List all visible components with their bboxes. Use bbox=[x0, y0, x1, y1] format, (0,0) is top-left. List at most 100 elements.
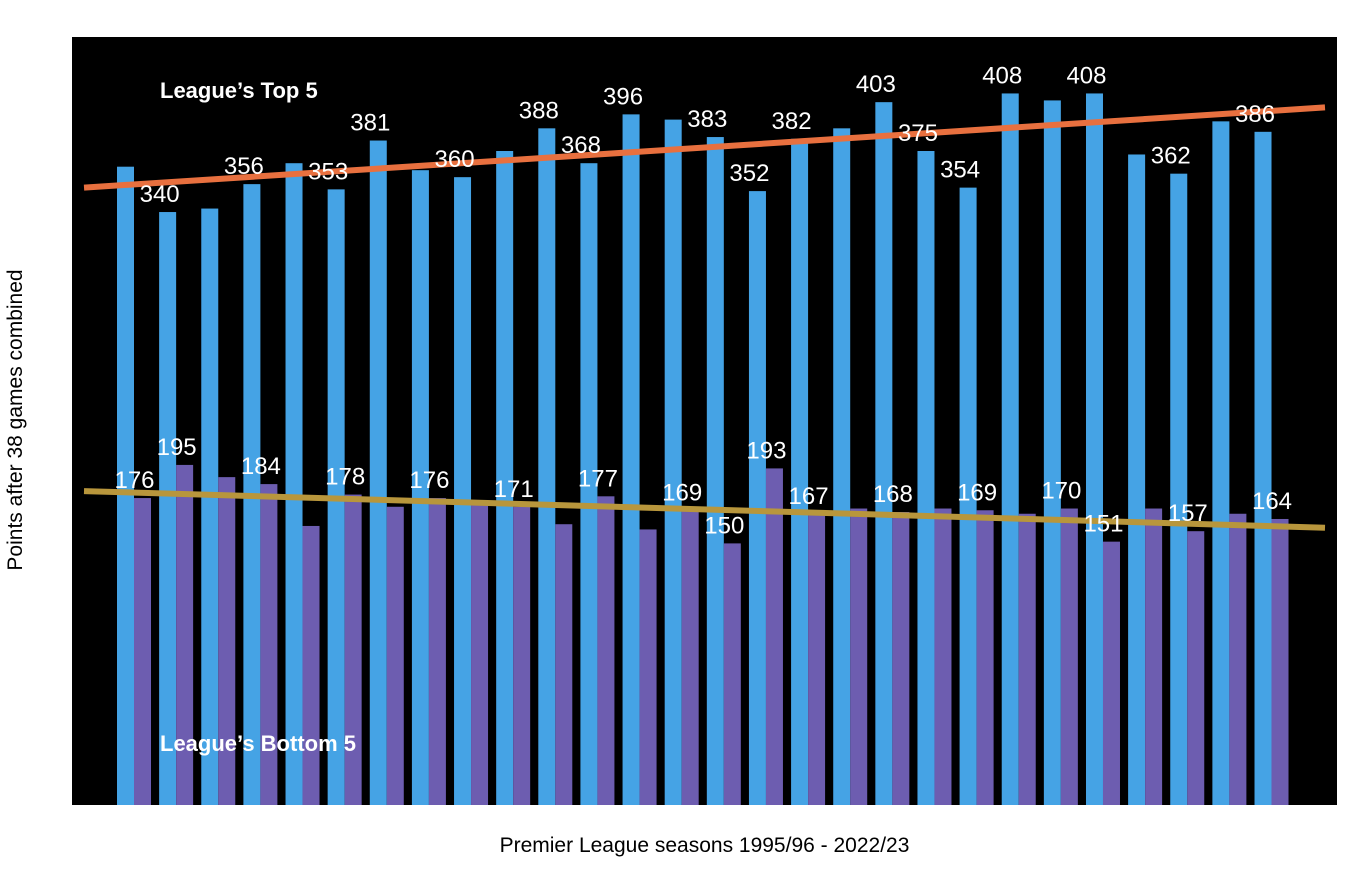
y-axis-label-wrap: Points after 38 games combined bbox=[4, 0, 28, 874]
x-axis-label: Premier League seasons 1995/96 - 2022/23 bbox=[499, 834, 910, 857]
bottom5-bar-8 bbox=[428, 498, 446, 805]
bottom5-bar-26 bbox=[1187, 531, 1205, 805]
top5-bar-10 bbox=[496, 151, 514, 805]
top5-bar-18 bbox=[833, 128, 851, 805]
top5-bar-22 bbox=[1001, 93, 1019, 805]
bottom5-bar-20 bbox=[934, 508, 952, 805]
bottom5-bar-7 bbox=[386, 506, 404, 805]
bottom5-value-label-1: 176 bbox=[114, 467, 154, 494]
top5-bar-5 bbox=[285, 163, 303, 805]
top5-bar-11 bbox=[538, 128, 556, 805]
bottom5-bar-4 bbox=[260, 484, 278, 805]
bottom5-value-label-6: 178 bbox=[325, 464, 365, 491]
top5-value-label-11: 388 bbox=[519, 97, 559, 124]
bottom5-bar-22 bbox=[1018, 513, 1036, 805]
top5-bar-26 bbox=[1170, 173, 1188, 805]
top5-bar-15 bbox=[706, 137, 724, 806]
top5-value-label-20: 375 bbox=[898, 120, 938, 147]
top5-bar-14 bbox=[664, 119, 682, 805]
y-axis-label: Points after 38 games combined bbox=[4, 269, 27, 571]
bottom5-bar-18 bbox=[850, 508, 868, 805]
top5-value-label-12: 368 bbox=[561, 132, 601, 159]
bottom5-value-label-12: 177 bbox=[578, 465, 618, 492]
bottom5-value-label-19: 168 bbox=[873, 481, 913, 508]
bottom5-value-label-10: 171 bbox=[494, 476, 534, 503]
bottom5-value-label-14: 169 bbox=[662, 479, 702, 506]
bottom5-bar-5 bbox=[302, 525, 320, 805]
top5-value-label-28: 386 bbox=[1235, 101, 1275, 128]
top5-bar-21 bbox=[959, 187, 977, 805]
top5-bar-19 bbox=[875, 102, 893, 806]
bottom5-value-label-24: 151 bbox=[1083, 511, 1123, 538]
bottom5-value-label-15: 150 bbox=[704, 512, 744, 539]
top5-value-label-24: 408 bbox=[1066, 62, 1106, 89]
bottom5-bar-24 bbox=[1102, 541, 1120, 805]
bottom5-value-label-21: 169 bbox=[957, 479, 997, 506]
top5-bar-16 bbox=[748, 191, 766, 805]
top5-value-label-15: 383 bbox=[687, 106, 727, 133]
top5-bar-9 bbox=[454, 177, 472, 805]
top5-value-label-6: 353 bbox=[308, 158, 348, 185]
bottom5-bar-11 bbox=[555, 524, 573, 805]
bars-group bbox=[117, 93, 1289, 806]
bottom5-bar-14 bbox=[681, 510, 699, 805]
bottom5-value-label-8: 176 bbox=[409, 467, 449, 494]
bottom5-bar-1 bbox=[134, 498, 151, 805]
top5-annotation: League’s Top 5 bbox=[160, 78, 318, 103]
bottom5-value-label-4: 184 bbox=[241, 453, 281, 480]
top5-bar-8 bbox=[411, 170, 429, 805]
bottom5-bar-2 bbox=[176, 464, 194, 805]
top5-bar-1 bbox=[117, 166, 134, 806]
top5-value-label-26: 362 bbox=[1151, 143, 1191, 170]
top5-value-label-21: 354 bbox=[940, 157, 980, 184]
bottom5-value-label-2: 195 bbox=[157, 434, 197, 461]
top5-bar-13 bbox=[622, 114, 640, 806]
top5-bar-28 bbox=[1254, 131, 1272, 806]
bottom5-bar-13 bbox=[639, 529, 657, 805]
bottom5-bar-17 bbox=[808, 513, 826, 805]
bottom5-bar-28 bbox=[1271, 518, 1289, 805]
bottom5-annotation: League’s Bottom 5 bbox=[160, 731, 356, 756]
top5-bar-20 bbox=[917, 151, 935, 805]
bottom5-bar-25 bbox=[1145, 508, 1163, 805]
bottom5-bar-10 bbox=[513, 506, 531, 805]
bottom5-value-label-23: 170 bbox=[1041, 478, 1081, 505]
top5-bar-7 bbox=[369, 140, 387, 805]
bottom5-bar-23 bbox=[1060, 508, 1078, 805]
bottom5-bar-3 bbox=[218, 477, 236, 805]
top5-value-label-16: 352 bbox=[729, 160, 769, 187]
bottom5-value-label-17: 167 bbox=[789, 483, 829, 510]
top5-value-label-4: 356 bbox=[224, 153, 264, 180]
top5-bar-2 bbox=[159, 212, 177, 806]
top5-value-label-17: 382 bbox=[772, 108, 812, 135]
bottom5-value-label-28: 164 bbox=[1252, 488, 1292, 515]
top5-value-label-9: 360 bbox=[435, 146, 475, 173]
bottom5-bar-21 bbox=[976, 510, 994, 805]
trendlines-group bbox=[83, 104, 1326, 531]
bottom5-bar-15 bbox=[723, 543, 741, 805]
top5-value-label-7: 381 bbox=[350, 110, 390, 137]
bottom5-bar-12 bbox=[597, 496, 615, 805]
top5-value-label-22: 408 bbox=[982, 62, 1022, 89]
bottom5-bar-19 bbox=[892, 512, 910, 805]
bottom5-bar-9 bbox=[471, 501, 489, 805]
top5-value-label-19: 403 bbox=[856, 71, 896, 98]
top5-value-label-13: 396 bbox=[603, 83, 643, 110]
top5-bar-23 bbox=[1043, 100, 1061, 805]
top5-bar-3 bbox=[201, 208, 219, 805]
bottom5-value-label-26: 157 bbox=[1168, 500, 1208, 527]
plot-area bbox=[72, 37, 1337, 805]
top5-value-label-2: 340 bbox=[140, 181, 180, 208]
top5-bar-17 bbox=[791, 138, 809, 806]
top5-trendline bbox=[83, 104, 1326, 191]
bottom5-bar-6 bbox=[344, 494, 362, 805]
top5-bar-25 bbox=[1128, 154, 1146, 805]
top5-bar-24 bbox=[1085, 93, 1103, 805]
bottom5-bar-16 bbox=[765, 468, 783, 805]
bottom5-trendline bbox=[83, 488, 1326, 531]
top5-bar-12 bbox=[580, 163, 598, 805]
top5-bar-27 bbox=[1212, 121, 1230, 806]
bottom5-bar-27 bbox=[1229, 513, 1247, 805]
